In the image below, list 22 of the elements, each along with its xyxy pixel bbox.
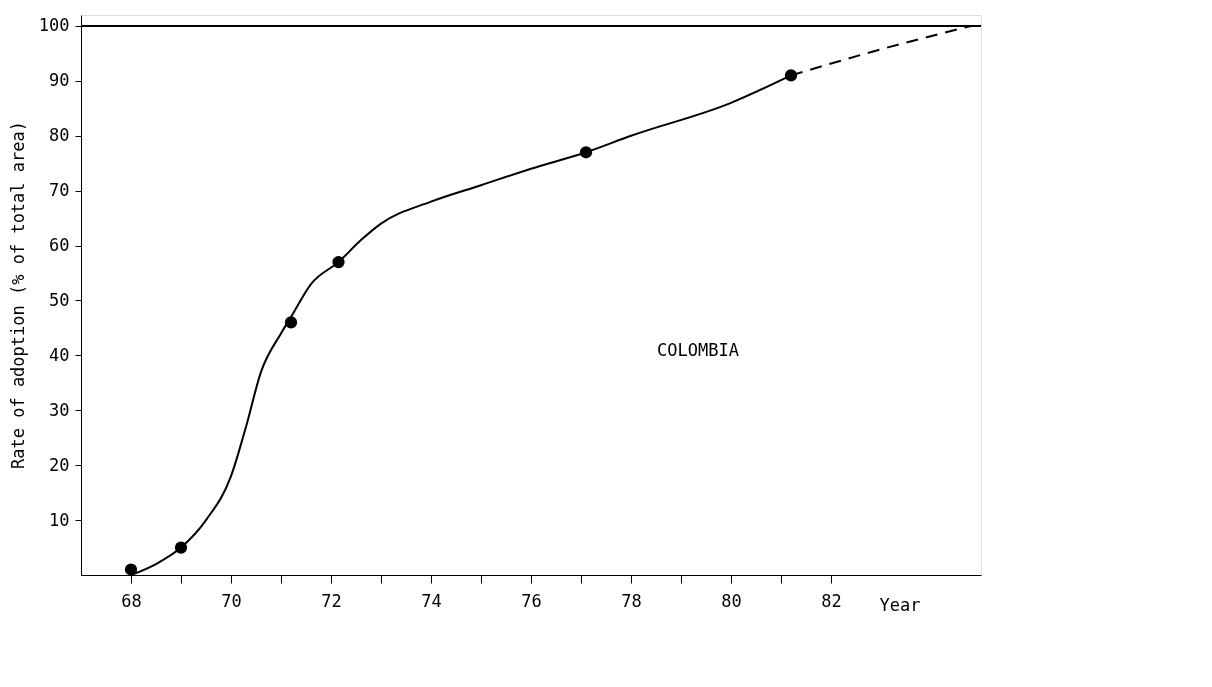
x-tick-label: 82 — [821, 590, 842, 611]
y-tick-label: 70 — [49, 180, 70, 201]
point — [124, 563, 138, 576]
x-tick-label: 76 — [521, 590, 542, 611]
x-axis-title: Year — [879, 594, 921, 615]
y-tick-label: 60 — [49, 235, 70, 256]
y-tick-label: 20 — [49, 454, 70, 475]
y-tick-label: 30 — [49, 399, 70, 420]
y-tick-label: 80 — [49, 125, 70, 146]
y-tick-label: 10 — [49, 509, 70, 530]
y-axis-title: Rate of adoption (% of total area) — [8, 121, 28, 469]
y-tick-label: 40 — [49, 344, 70, 365]
y-tick-label: 50 — [49, 289, 70, 310]
x-tick-label: 74 — [421, 590, 442, 611]
annotation: COLOMBIA — [657, 340, 739, 360]
x-tick-label: 72 — [321, 590, 342, 611]
x-tick-label: 68 — [121, 590, 142, 611]
x-tick-label: 78 — [621, 590, 642, 611]
x-tick-label: 70 — [221, 590, 242, 611]
y-tick-label: 100 — [38, 15, 70, 36]
y-tick-label: 90 — [49, 70, 70, 91]
x-tick-label: 80 — [721, 590, 742, 611]
